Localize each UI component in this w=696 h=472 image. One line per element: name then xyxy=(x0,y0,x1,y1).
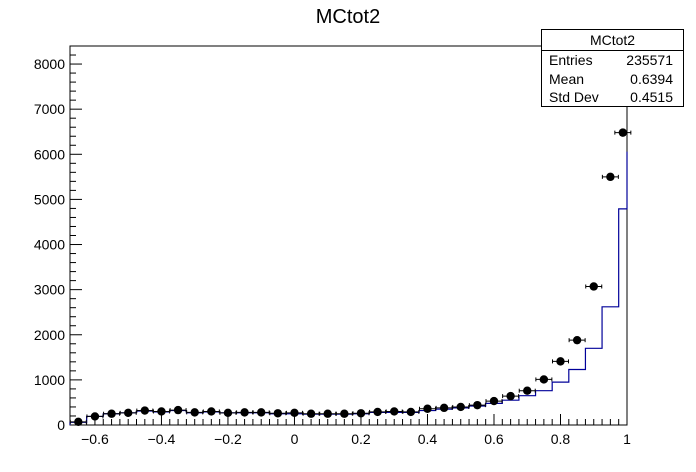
data-point xyxy=(390,407,399,416)
data-point xyxy=(373,407,382,417)
x-tick-label: 0 xyxy=(291,431,299,447)
x-tick-label: 0.8 xyxy=(551,431,571,447)
stats-stddev-label: Std Dev xyxy=(549,89,599,105)
data-point xyxy=(423,404,432,413)
data-point xyxy=(157,407,166,416)
data-point xyxy=(273,409,283,418)
stats-box: MCtot2 Entries 235571 Mean 0.6394 Std De… xyxy=(541,29,684,107)
y-tick-label: 1000 xyxy=(34,372,65,388)
y-tick-label: 3000 xyxy=(34,282,65,298)
stats-mean-label: Mean xyxy=(549,70,585,87)
data-point xyxy=(240,408,249,417)
y-tick-label: 7000 xyxy=(34,101,65,117)
stats-entries-value: 235571 xyxy=(626,52,673,68)
y-tick-label: 6000 xyxy=(34,146,65,162)
y-tick-label: 0 xyxy=(57,417,65,433)
mc-histogram-line xyxy=(69,151,628,425)
x-tick-label: −0.4 xyxy=(148,431,176,447)
data-point xyxy=(473,400,482,410)
data-point xyxy=(207,407,216,416)
data-point xyxy=(90,412,100,421)
stats-box-title: MCtot2 xyxy=(542,30,683,51)
data-point xyxy=(323,409,332,418)
x-tick-label: −0.2 xyxy=(214,431,242,447)
data-point xyxy=(74,417,83,427)
x-tick-label: 0.6 xyxy=(484,431,504,447)
data-point xyxy=(506,391,515,401)
data-point xyxy=(140,406,150,415)
data-point xyxy=(539,375,549,384)
data-point xyxy=(290,408,299,418)
data-point xyxy=(190,408,199,417)
data-point xyxy=(556,357,565,366)
stats-stddev-value: 0.4515 xyxy=(630,89,673,105)
x-tick-label: 0.4 xyxy=(418,431,438,447)
data-point xyxy=(439,403,449,413)
data-point xyxy=(340,409,349,418)
chart-title: MCtot2 xyxy=(315,6,381,28)
data-point xyxy=(618,128,628,137)
data-point xyxy=(173,405,183,415)
data-point xyxy=(123,408,133,418)
stats-row-mean: Mean 0.6394 xyxy=(542,70,683,89)
y-tick-label: 2000 xyxy=(34,327,65,343)
x-tick-label: 0.2 xyxy=(351,431,371,447)
data-point xyxy=(223,408,233,418)
stats-entries-label: Entries xyxy=(549,52,593,68)
data-point xyxy=(572,335,582,345)
data-point xyxy=(406,407,416,417)
data-point xyxy=(107,409,116,418)
data-point xyxy=(456,402,465,412)
stats-row-entries: Entries 235571 xyxy=(542,51,683,70)
x-tick-label: 1 xyxy=(623,431,631,447)
data-point xyxy=(489,396,499,406)
stats-row-stddev: Std Dev 0.4515 xyxy=(542,88,683,107)
stats-mean-value: 0.6394 xyxy=(630,70,673,87)
data-point xyxy=(257,408,266,417)
y-tick-label: 4000 xyxy=(34,237,65,253)
data-point xyxy=(356,409,366,418)
y-tick-label: 8000 xyxy=(34,56,65,72)
data-point xyxy=(606,172,615,182)
x-tick-label: −0.6 xyxy=(81,431,109,447)
data-point xyxy=(523,386,532,395)
y-tick-label: 5000 xyxy=(34,191,65,207)
data-point xyxy=(306,409,316,418)
data-point xyxy=(589,282,598,291)
